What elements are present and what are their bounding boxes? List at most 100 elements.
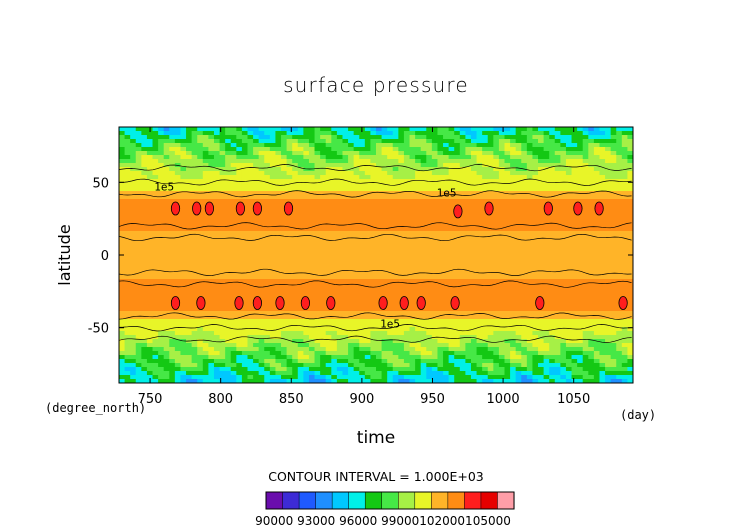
heatmap-cell [281,231,288,236]
heatmap-cell [437,143,444,148]
heatmap-cell [186,323,193,328]
heatmap-cell [247,219,254,224]
heatmap-cell [186,211,193,216]
heatmap-cell [370,151,377,156]
heatmap-cell [359,247,366,252]
heatmap-cell [588,235,595,240]
heatmap-cell [610,187,617,192]
heatmap-cell [286,187,293,192]
heatmap-cell [186,327,193,332]
heatmap-cell [269,315,277,320]
heatmap-cell [370,263,377,268]
heatmap-cell [554,231,561,236]
heatmap-cell [571,311,578,316]
heatmap-cell [504,271,511,276]
heatmap-cell [616,175,623,180]
heatmap-cell [314,215,321,220]
heatmap-cell [599,295,606,300]
heatmap-cell [426,223,433,228]
heatmap-cell [174,151,182,156]
heatmap-cell [303,335,310,340]
heatmap-cell [336,271,344,276]
heatmap-cell [571,227,578,232]
heatmap-cell [487,167,494,172]
heatmap-cell [169,235,176,240]
heatmap-cell [610,303,617,308]
heatmap-cell [454,243,461,248]
heatmap-cell [213,303,221,308]
heatmap-cell [180,275,187,280]
heatmap-cell [437,139,444,144]
heatmap-cell [415,159,422,164]
heatmap-cell [230,271,237,276]
heatmap-cell [376,295,383,300]
heatmap-cell [219,291,226,296]
heatmap-cell [213,271,221,276]
heatmap-cell [582,331,589,336]
heatmap-cell [247,211,254,216]
heatmap-cell [213,283,221,288]
heatmap-cell [459,299,466,304]
heatmap-cell [124,131,131,136]
heatmap-cell [202,339,209,344]
heatmap-cell [135,219,142,224]
heatmap-cell [459,191,466,196]
heatmap-cell [158,163,165,168]
heatmap-cell [370,327,377,332]
heatmap-cell [398,307,405,312]
heatmap-cell [359,147,366,152]
heatmap-cell [482,139,489,144]
heatmap-cell [119,311,126,316]
heatmap-cell [549,303,556,308]
heatmap-cell [163,143,170,148]
heatmap-cell [253,255,260,260]
heatmap-cell [443,311,450,316]
heatmap-cell [130,203,137,208]
heatmap-cell [554,227,561,232]
heatmap-cell [152,203,159,208]
heatmap-cell [470,311,478,316]
heatmap-cell [364,151,372,156]
heatmap-cell [169,151,176,156]
heatmap-cell [258,191,265,196]
heatmap-cell [275,287,282,292]
heatmap-cell [241,263,249,268]
heatmap-cell [588,191,595,196]
heatmap-cell [381,255,388,260]
heatmap-cell [191,151,198,156]
heatmap-cell [482,135,489,140]
heatmap-cell [208,183,215,188]
heatmap-cell [510,159,517,164]
heatmap-cell [398,327,405,332]
heatmap-cell [582,179,589,184]
heatmap-cell [448,255,455,260]
heatmap-cell [621,203,629,208]
heatmap-cell [269,303,277,308]
heatmap-cell [364,311,372,316]
heatmap-cell [415,331,422,336]
heatmap-cell [459,211,466,216]
heatmap-cell [253,179,260,184]
heatmap-cell [236,187,243,192]
heatmap-cell [476,267,483,272]
heatmap-cell [398,287,405,292]
heatmap-cell [281,223,288,228]
heatmap-cell [348,139,355,144]
heatmap-cell [571,331,578,336]
heatmap-cell [269,171,277,176]
heatmap-cell [526,159,534,164]
heatmap-cell [420,211,427,216]
heatmap-cell [364,219,372,224]
heatmap-cell [141,247,148,252]
heatmap-cell [331,179,338,184]
heatmap-cell [130,315,137,320]
heatmap-cell [286,155,293,160]
heatmap-cell [342,263,349,268]
heatmap-cell [571,215,578,220]
heatmap-cell [465,291,472,296]
heatmap-cell [448,215,455,220]
heatmap-cell [264,291,271,296]
heatmap-cell [208,327,215,332]
heatmap-cell [627,199,633,204]
heatmap-cell [565,303,573,308]
